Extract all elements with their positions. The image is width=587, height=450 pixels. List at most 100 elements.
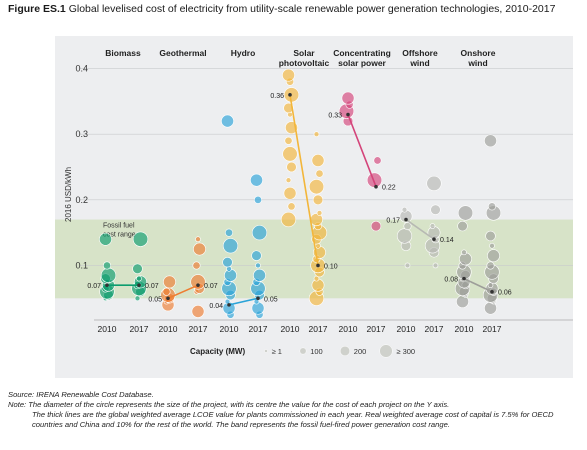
category-label: Offshore xyxy=(402,48,438,58)
project-point xyxy=(132,263,143,274)
lcoe-chart: Fossil fuel cost range 0.1 0.2 0.3 0.4 2016 US… xyxy=(55,48,573,358)
data-label: 0.14 xyxy=(440,237,454,244)
y-tick-label: 0.3 xyxy=(75,129,88,139)
weighted-average-line xyxy=(405,218,435,240)
source-note: Source: IRENA Renewable Cost Database. xyxy=(8,390,154,399)
size-legend-marker xyxy=(264,349,268,353)
x-tick-label: 2017 xyxy=(130,324,149,334)
y-tick-label: 0.1 xyxy=(75,260,88,270)
project-point xyxy=(312,194,324,206)
weighted-average-point xyxy=(346,112,350,117)
data-label: 0.07 xyxy=(204,283,218,290)
project-point xyxy=(487,202,496,211)
size-legend-marker xyxy=(379,344,393,358)
y-tick-label: 0.2 xyxy=(75,195,88,205)
project-point xyxy=(404,262,411,269)
data-label: 0.06 xyxy=(498,290,512,297)
size-legend-marker xyxy=(299,347,307,355)
category-label: photovoltaic xyxy=(279,58,330,68)
project-point xyxy=(366,172,383,188)
x-tick-label: 2017 xyxy=(483,324,502,334)
weighted-average-point xyxy=(316,263,320,268)
weighted-average-point xyxy=(490,289,494,294)
category-label: Biomass xyxy=(105,48,141,58)
y-tick-label: 0.4 xyxy=(75,64,88,74)
data-label: 0.22 xyxy=(382,185,396,192)
project-point xyxy=(286,161,297,173)
y-axis-label: 2016 USD/kWh xyxy=(64,167,73,222)
project-point xyxy=(280,211,297,228)
category-label: wind xyxy=(467,58,487,68)
project-point xyxy=(132,231,149,247)
project-point xyxy=(100,267,117,283)
project-point xyxy=(426,175,442,192)
project-point xyxy=(429,223,436,229)
data-label: 0.10 xyxy=(324,263,338,270)
project-point xyxy=(190,274,206,290)
weighted-average-line xyxy=(167,284,199,300)
weighted-average-point xyxy=(227,303,231,307)
x-tick-label: 2017 xyxy=(189,324,208,334)
project-point xyxy=(250,173,263,187)
project-point xyxy=(103,261,112,270)
project-point xyxy=(313,131,320,138)
note-line: Note: The diameter of the circle represe… xyxy=(8,400,450,409)
x-tick-label: 2010 xyxy=(455,324,474,334)
project-point xyxy=(489,242,495,249)
project-point xyxy=(370,220,382,232)
weighted-average-point xyxy=(404,217,408,222)
band-label: Fossil fuel xyxy=(103,222,135,229)
project-point xyxy=(308,179,325,195)
weighted-average-point xyxy=(166,296,170,301)
x-tick-label: 2010 xyxy=(281,324,300,334)
figure-notes: Source: IRENA Renewable Cost Database. N… xyxy=(8,390,583,430)
x-tick-label: 2010 xyxy=(98,324,117,334)
data-label: 0.17 xyxy=(386,218,400,225)
project-point xyxy=(283,186,297,200)
category-label: Solar xyxy=(293,48,315,58)
x-tick-label: 2010 xyxy=(220,324,239,334)
project-point xyxy=(285,177,292,183)
weighted-average-point xyxy=(196,283,200,287)
data-label: 0.05 xyxy=(148,296,162,303)
project-point xyxy=(457,205,474,221)
category-label: Geothermal xyxy=(159,48,206,58)
data-label: 0.04 xyxy=(209,303,223,310)
project-point xyxy=(193,242,206,256)
project-point xyxy=(162,287,171,296)
category-label: solar power xyxy=(338,58,386,68)
project-point xyxy=(373,156,382,165)
category-label: Concentrating xyxy=(333,48,391,58)
band-label: cost range xyxy=(103,231,136,238)
project-point xyxy=(191,305,205,318)
project-point xyxy=(396,228,413,244)
weighted-average-line xyxy=(463,277,493,293)
size-legend-label: 200 xyxy=(354,347,367,356)
project-point xyxy=(484,134,497,148)
figure-title: Global levelised cost of electricity fro… xyxy=(68,3,556,15)
project-point xyxy=(251,250,262,261)
note-body: The thick lines are the global weighted … xyxy=(32,410,554,429)
project-point xyxy=(287,202,296,211)
project-point xyxy=(253,268,266,282)
category-label: Onshore xyxy=(461,48,496,58)
project-point xyxy=(254,195,263,204)
project-point xyxy=(221,114,234,128)
size-legend-label: ≥ 300 xyxy=(396,347,415,356)
size-legend-marker xyxy=(339,345,351,357)
project-point xyxy=(401,206,408,213)
data-label: 0.07 xyxy=(145,283,159,290)
weighted-average-point xyxy=(256,296,260,301)
weighted-average-line xyxy=(289,94,319,266)
data-label: 0.33 xyxy=(328,113,342,120)
data-label: 0.08 xyxy=(444,277,458,284)
project-point xyxy=(432,262,439,269)
data-label: 0.36 xyxy=(270,93,284,100)
data-label: 0.05 xyxy=(264,296,278,303)
weighted-average-line xyxy=(347,114,377,188)
x-tick-label: 2017 xyxy=(425,324,444,334)
chart-panel xyxy=(55,36,573,378)
x-tick-label: 2010 xyxy=(159,324,178,334)
project-point xyxy=(485,230,496,242)
project-point xyxy=(282,68,295,82)
